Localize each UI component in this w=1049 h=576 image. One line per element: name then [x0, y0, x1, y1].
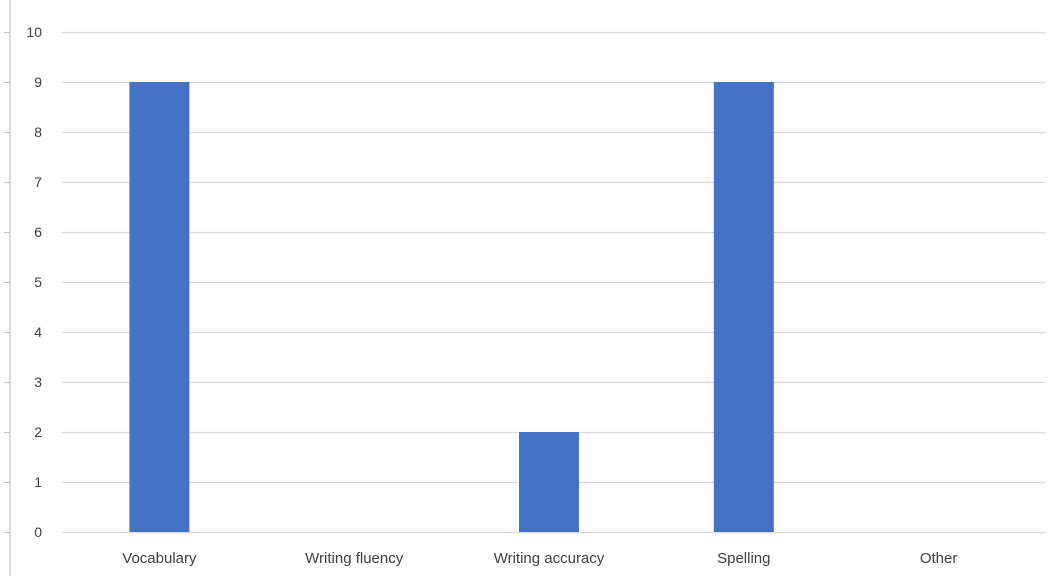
- y-tick-label-4: 4: [34, 324, 42, 340]
- y-tick-label-10: 10: [26, 24, 42, 40]
- bar-vocabulary: [129, 82, 190, 532]
- gridlines: [62, 31, 1045, 534]
- x-category-label-writing-fluency: Writing fluency: [305, 550, 404, 567]
- x-category-label-spelling: Spelling: [717, 550, 770, 567]
- bar-writing-accuracy: [519, 432, 579, 532]
- y-tick-label-9: 9: [34, 74, 42, 90]
- y-tick-label-7: 7: [34, 174, 42, 190]
- y-tick-labels: 0 1 2 3 4 5 6 7 8 9 10: [26, 24, 42, 540]
- x-category-labels: Vocabulary Writing fluency Writing accurac…: [122, 550, 957, 567]
- x-category-label-writing-accuracy: Writing accuracy: [494, 550, 605, 567]
- bars: [129, 82, 774, 532]
- bar-spelling: [713, 82, 774, 532]
- y-tick-label-1: 1: [34, 474, 42, 490]
- y-tick-label-5: 5: [34, 274, 42, 290]
- x-category-label-other: Other: [920, 550, 958, 567]
- left-axis: [4, 0, 11, 576]
- y-tick-label-2: 2: [34, 424, 42, 440]
- y-tick-label-8: 8: [34, 124, 42, 140]
- y-tick-label-0: 0: [34, 524, 42, 540]
- x-category-label-vocabulary: Vocabulary: [122, 550, 197, 567]
- y-tick-label-6: 6: [34, 224, 42, 240]
- y-tick-label-3: 3: [34, 374, 42, 390]
